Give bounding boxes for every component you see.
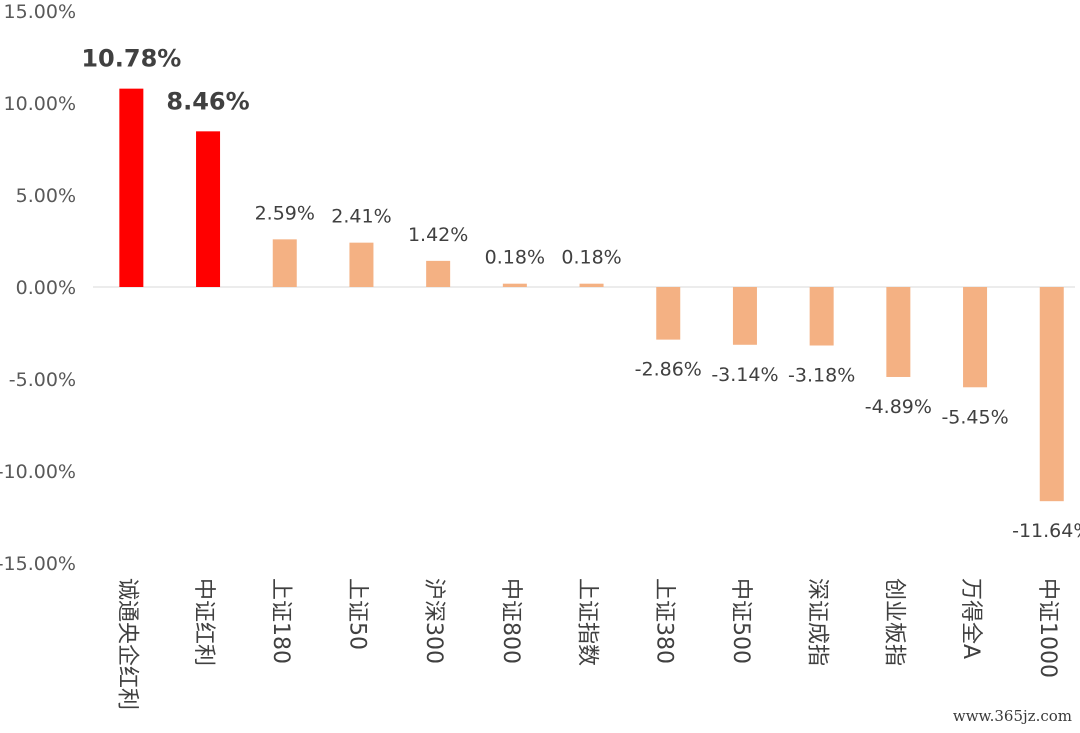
data-label: 2.59% <box>255 202 315 224</box>
category-label: 中证500 <box>728 578 753 664</box>
bar <box>886 287 911 377</box>
y-tick-label: -15.00% <box>0 553 76 575</box>
data-label: -3.14% <box>711 364 778 386</box>
bar <box>196 131 221 287</box>
category-label: 沪深300 <box>421 578 446 664</box>
category-label: 中证800 <box>498 578 523 664</box>
watermark: www.365jz.com <box>952 707 1072 725</box>
category-label: 创业板指 <box>881 578 906 666</box>
data-label: -5.45% <box>941 406 1008 428</box>
y-tick-label: 10.00% <box>4 93 76 115</box>
data-label: 1.42% <box>408 224 468 246</box>
data-label: -2.86% <box>635 359 702 381</box>
y-tick-label: 0.00% <box>16 277 76 299</box>
category-label: 上证180 <box>268 578 293 664</box>
category-label: 诚通央企红利 <box>114 578 139 710</box>
data-label: 0.18% <box>485 247 545 269</box>
bar <box>963 287 988 388</box>
y-tick-label: 5.00% <box>16 185 76 207</box>
bar <box>732 287 757 345</box>
bar <box>272 239 297 287</box>
bar <box>502 283 527 287</box>
data-label: -4.89% <box>865 396 932 418</box>
data-label: 8.46% <box>166 87 249 115</box>
data-label: 2.41% <box>331 206 391 228</box>
bar <box>1039 287 1064 502</box>
bar <box>579 283 604 287</box>
category-label: 中证红利 <box>191 578 216 666</box>
y-tick-label: -10.00% <box>0 461 76 483</box>
bar <box>809 287 834 346</box>
category-label: 上证380 <box>651 578 676 664</box>
category-label: 中证1000 <box>1035 578 1060 678</box>
y-tick-label: 15.00% <box>4 1 76 23</box>
bar <box>349 242 374 287</box>
bar <box>426 260 451 287</box>
category-label: 万得全A <box>958 578 983 659</box>
bar <box>656 287 681 340</box>
y-tick-label: -5.00% <box>9 369 76 391</box>
category-label: 深证成指 <box>805 578 830 666</box>
bar <box>119 88 144 287</box>
data-label: -11.64% <box>1012 520 1080 542</box>
data-label: -3.18% <box>788 365 855 387</box>
data-label: 10.78% <box>81 45 181 73</box>
data-label: 0.18% <box>561 247 621 269</box>
category-label: 上证指数 <box>575 578 600 666</box>
category-label: 上证50 <box>344 578 369 650</box>
